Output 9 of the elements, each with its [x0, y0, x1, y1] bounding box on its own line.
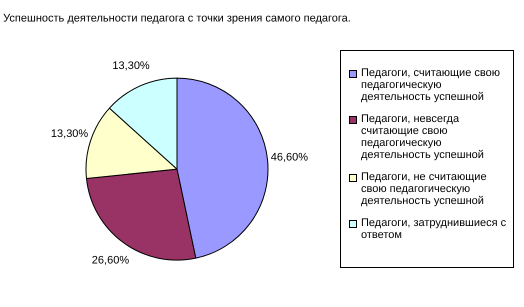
chart-title: Успешность деятельности педагога с точки зрения самого педагога.	[3, 12, 351, 25]
legend-label: Педагоги, невсегда считающие свою педагогическую деятельность успешной	[361, 113, 485, 161]
data-label: 46,60%	[270, 151, 308, 164]
data-label: 13,30%	[50, 128, 88, 140]
legend-label: Педагоги, затруднившиеся с ответом	[361, 217, 507, 241]
data-label: 13,30%	[112, 60, 150, 72]
data-label: 26,60%	[92, 254, 130, 266]
legend-label: Педагоги, считающие свою педагогическую деятельность успешной	[361, 67, 501, 103]
legend-label: Педагоги, не считающие свою педагогическую деятельность успешной	[361, 171, 488, 207]
